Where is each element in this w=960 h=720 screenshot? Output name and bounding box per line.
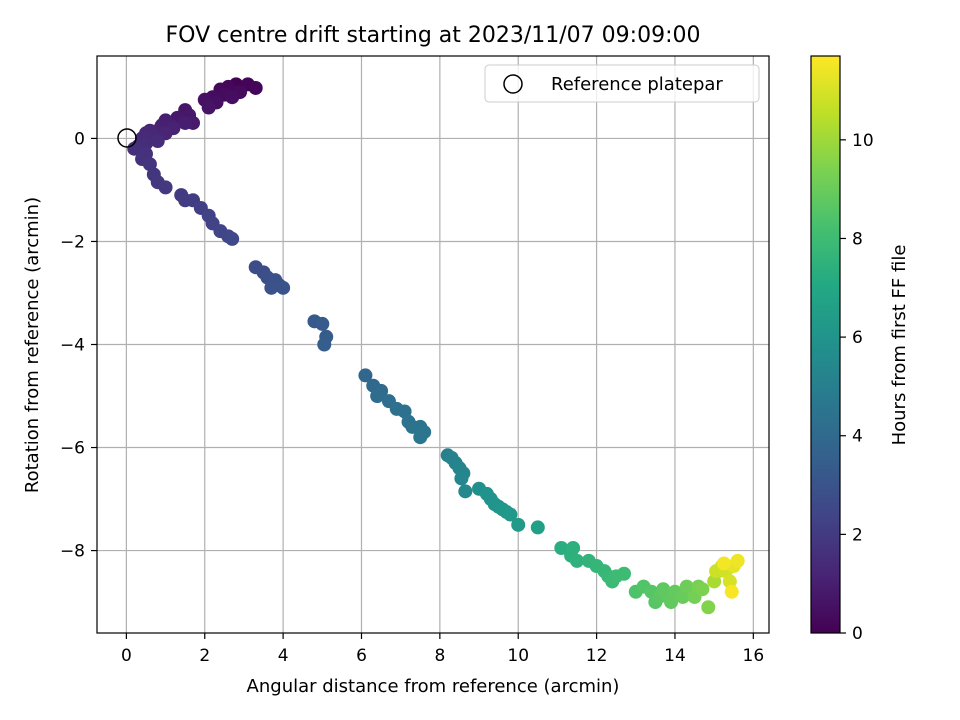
colorbar-label: Hours from first FF file bbox=[889, 245, 910, 446]
data-point bbox=[150, 134, 165, 149]
data-points bbox=[127, 77, 745, 615]
y-tick-label: −4 bbox=[60, 336, 85, 356]
colorbar-tick-label: 2 bbox=[852, 525, 863, 545]
colorbar-tick-label: 10 bbox=[852, 131, 874, 151]
y-tick-label: −8 bbox=[60, 542, 85, 562]
data-point bbox=[158, 180, 173, 195]
legend: Reference platepar bbox=[484, 64, 760, 103]
colorbar-frame bbox=[810, 55, 841, 634]
colorbar-ticks: 0 2 4 6 8 10 bbox=[840, 131, 874, 644]
data-point bbox=[503, 507, 518, 522]
colorbar-gradient bbox=[811, 56, 840, 633]
data-point bbox=[317, 337, 332, 352]
data-point bbox=[225, 231, 240, 246]
data-point bbox=[127, 141, 142, 156]
data-point bbox=[570, 553, 584, 568]
data-point bbox=[716, 556, 731, 571]
x-tick-label: 6 bbox=[356, 646, 367, 666]
x-tick-label: 10 bbox=[507, 646, 529, 666]
data-point bbox=[701, 600, 716, 615]
x-tick-label: 16 bbox=[743, 646, 765, 666]
colorbar-tick-label: 0 bbox=[852, 624, 863, 644]
x-tick-label: 0 bbox=[121, 646, 132, 666]
x-tick-label: 14 bbox=[664, 646, 686, 666]
colorbar-tick-label: 8 bbox=[852, 229, 863, 249]
data-point bbox=[225, 90, 240, 105]
data-point bbox=[315, 316, 330, 331]
data-point bbox=[724, 584, 739, 599]
x-axis-label: Angular distance from reference (arcmin) bbox=[247, 676, 620, 697]
data-point bbox=[178, 115, 193, 130]
y-axis-label: Rotation from reference (arcmin) bbox=[22, 197, 43, 493]
data-point bbox=[617, 566, 632, 581]
data-point bbox=[454, 471, 469, 486]
data-point bbox=[201, 100, 216, 115]
x-tick-label: 2 bbox=[199, 646, 210, 666]
y-tick-label: 0 bbox=[74, 129, 85, 149]
data-point bbox=[458, 484, 473, 499]
grid-lines bbox=[97, 56, 769, 633]
y-axis-ticks: −8 −6 −4 −2 0 bbox=[60, 129, 97, 562]
chart-title: FOV centre drift starting at 2023/11/07 … bbox=[166, 23, 701, 48]
data-point bbox=[358, 368, 373, 383]
data-point bbox=[413, 430, 428, 445]
data-point bbox=[370, 389, 385, 404]
reference-marker bbox=[117, 128, 137, 148]
x-axis-ticks: 0 2 4 6 8 10 12 14 16 bbox=[121, 633, 764, 666]
data-point bbox=[511, 517, 526, 532]
data-point bbox=[679, 579, 694, 594]
colorbar: 0 2 4 6 8 10 Hours from first FF file bbox=[810, 55, 910, 644]
legend-reference-icon bbox=[503, 74, 523, 94]
data-point bbox=[695, 582, 710, 597]
y-tick-label: −2 bbox=[60, 232, 85, 252]
legend-box bbox=[484, 64, 760, 103]
data-point bbox=[248, 80, 263, 95]
colorbar-tick-label: 6 bbox=[852, 328, 863, 348]
y-tick-label: −6 bbox=[60, 439, 85, 459]
data-point bbox=[554, 540, 569, 555]
x-tick-label: 8 bbox=[434, 646, 445, 666]
colorbar-tick-label: 4 bbox=[852, 427, 863, 447]
legend-entry-reference: Reference platepar bbox=[551, 74, 723, 95]
x-tick-label: 12 bbox=[586, 646, 608, 666]
x-tick-label: 4 bbox=[278, 646, 289, 666]
data-point bbox=[264, 280, 279, 295]
data-point bbox=[530, 520, 545, 535]
data-point bbox=[276, 280, 291, 295]
data-point bbox=[730, 553, 745, 568]
